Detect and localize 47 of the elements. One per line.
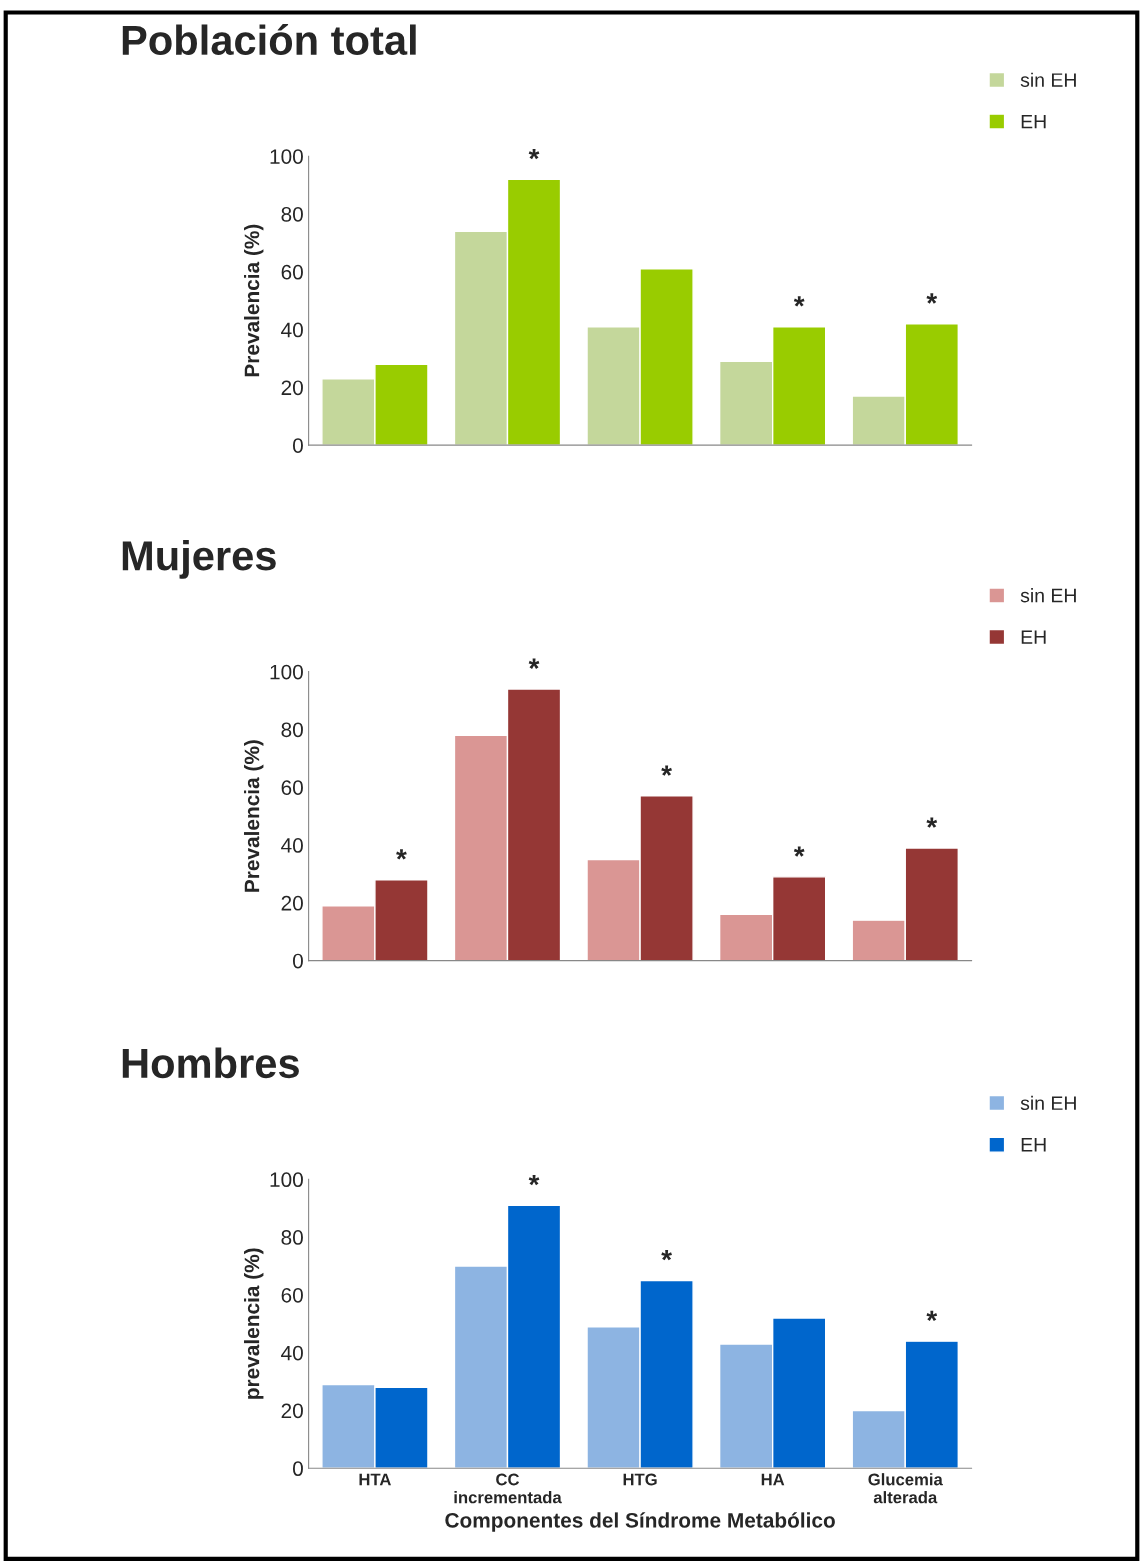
legend-label: sin EH — [1020, 588, 1076, 603]
y-tick-label: 20 — [281, 380, 303, 396]
x-tick-label: HTA — [359, 1473, 391, 1486]
legend-label: EH — [1021, 1138, 1046, 1152]
y-tick-label: 20 — [281, 1403, 303, 1419]
annotation: * — [528, 148, 540, 160]
y-tick-label: 100 — [270, 664, 303, 680]
y-tick-label: 100 — [270, 149, 303, 164]
y-tick-label: 0 — [292, 438, 303, 453]
y-tick-label: 40 — [281, 1345, 303, 1361]
chart-title: Hombres — [122, 1047, 299, 1079]
x-tick-label: Glucemia alterada — [868, 1473, 943, 1504]
y-tick-label: 60 — [281, 1287, 303, 1303]
annotation: * — [528, 658, 540, 669]
annotation: * — [793, 846, 805, 857]
legend-label: EH — [1021, 114, 1046, 129]
annotation: * — [528, 1174, 540, 1186]
x-tick-label: HTG — [623, 1473, 657, 1486]
annotation: * — [661, 1250, 672, 1261]
y-tick-label: 80 — [281, 207, 303, 222]
y-tick-label: 20 — [281, 895, 303, 911]
y-tick-label: 80 — [281, 722, 303, 738]
x-tick-label: CC incrementada — [454, 1473, 562, 1504]
chart-title: Mujeres — [122, 539, 276, 579]
y-tick-label: 0 — [292, 953, 303, 969]
y-axis-title: Prevalencia (%) — [244, 740, 264, 892]
annotation: * — [793, 296, 805, 307]
annotation: * — [396, 849, 407, 860]
x-tick-label: HA — [761, 1473, 785, 1486]
y-tick-label: 60 — [281, 264, 303, 280]
y-tick-label: 80 — [281, 1230, 303, 1245]
annotation: * — [661, 765, 672, 776]
y-tick-label: 0 — [292, 1461, 303, 1477]
annotation: * — [926, 293, 938, 304]
legend-label: EH — [1021, 630, 1046, 644]
y-axis-title: Prevalencia (%) — [244, 224, 264, 377]
y-tick-label: 60 — [281, 780, 303, 795]
legend-label: sin EH — [1020, 72, 1076, 87]
annotation: * — [926, 1310, 938, 1322]
y-axis-title: prevalencia (%) — [244, 1248, 264, 1399]
legend-label: sin EH — [1020, 1095, 1076, 1111]
y-tick-label: 40 — [281, 322, 303, 338]
x-axis-title: Componentes del Síndrome Metabólico — [445, 1512, 835, 1532]
annotation: * — [926, 817, 938, 828]
chart-title: Población total — [122, 24, 416, 56]
y-tick-label: 100 — [270, 1172, 303, 1188]
y-tick-label: 40 — [281, 838, 303, 853]
